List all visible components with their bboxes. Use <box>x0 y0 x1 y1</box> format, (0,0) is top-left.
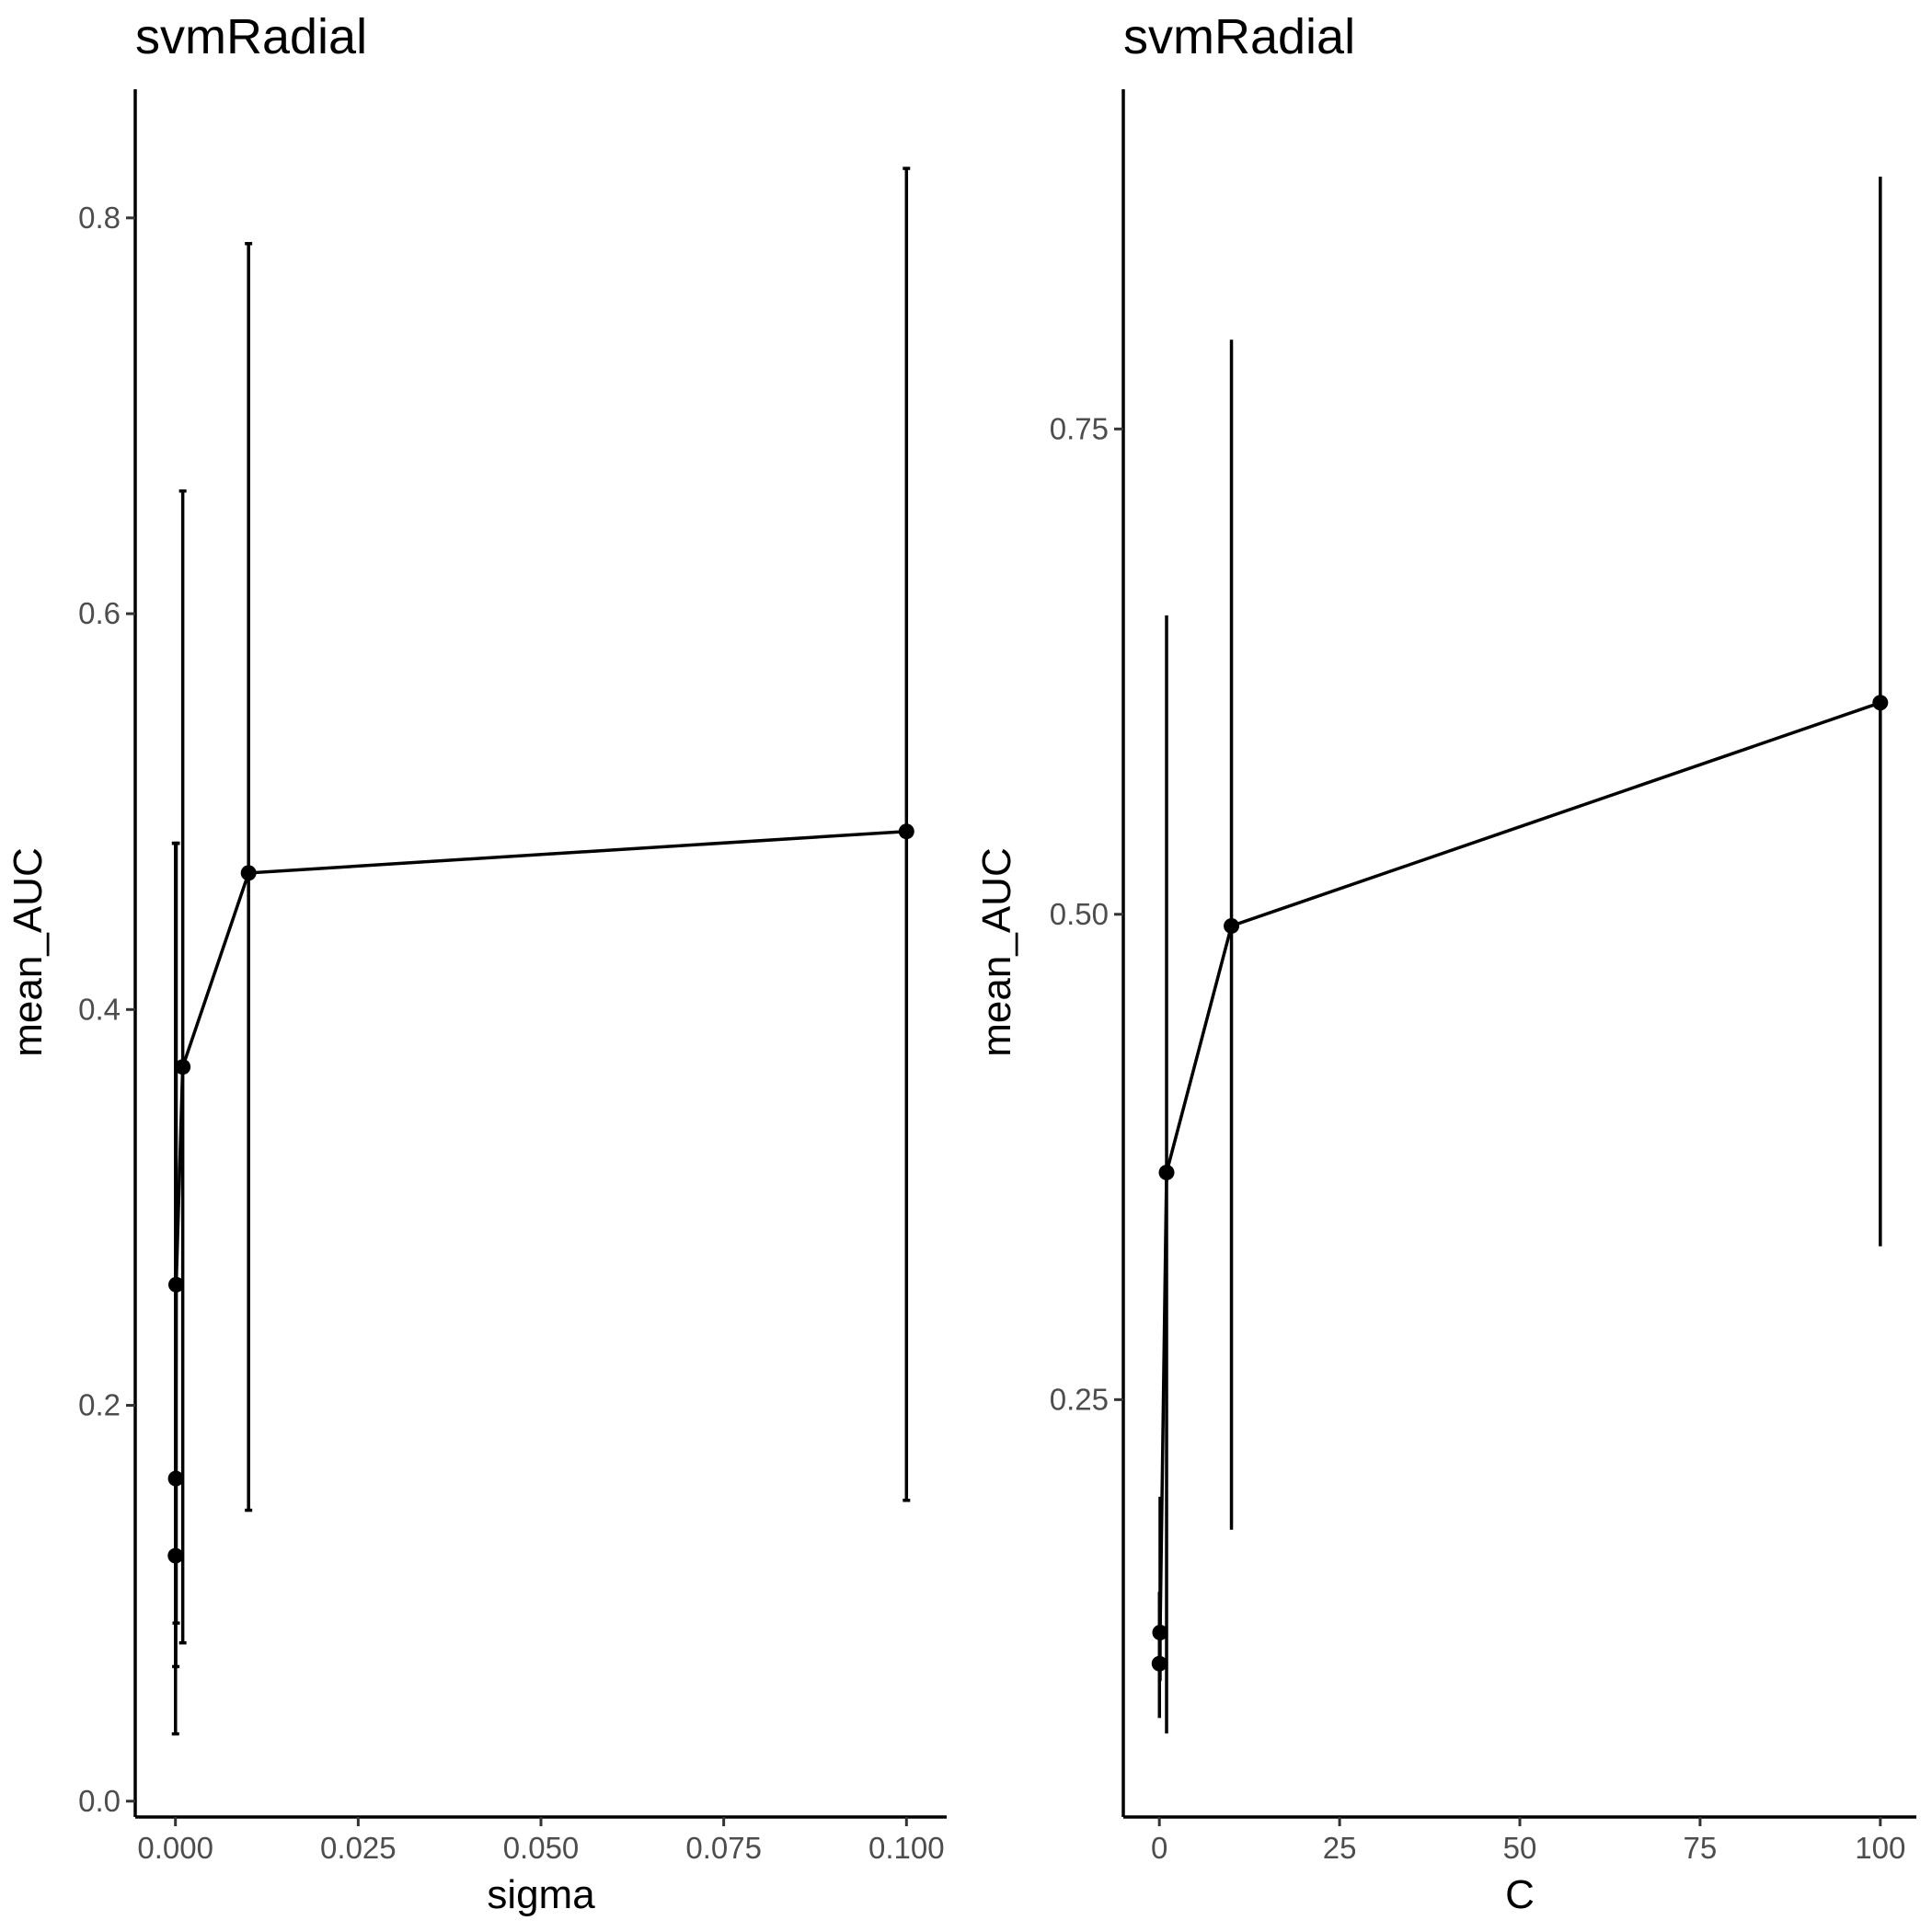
data-point <box>167 1547 184 1564</box>
y-tick-label: 0.75 <box>1050 411 1109 445</box>
y-tick-label: 0.50 <box>1050 897 1109 931</box>
panel-title: svmRadial <box>1123 9 1355 64</box>
x-tick-label: 0.050 <box>503 1831 580 1865</box>
data-point <box>1872 695 1889 711</box>
y-tick-label: 0.4 <box>78 992 121 1026</box>
data-point <box>1151 1655 1167 1672</box>
x-tick-label: 25 <box>1323 1831 1357 1865</box>
y-tick-label: 0.0 <box>78 1784 121 1818</box>
y-axis-title: mean_AUC <box>974 847 1019 1056</box>
data-point <box>175 1059 191 1075</box>
data-point <box>167 1276 184 1293</box>
x-tick-label: 50 <box>1503 1831 1537 1865</box>
y-tick-label: 0.8 <box>78 201 121 235</box>
data-point <box>1224 917 1240 934</box>
data-point <box>1152 1625 1168 1641</box>
x-tick-label: 0.025 <box>320 1831 397 1865</box>
x-axis-title: sigma <box>487 1872 595 1917</box>
x-tick-label: 0.000 <box>137 1831 213 1865</box>
x-axis-title: C <box>1505 1872 1535 1917</box>
data-point <box>1158 1164 1175 1180</box>
y-tick-label: 0.25 <box>1050 1382 1109 1416</box>
mean-auc-line <box>1157 701 1881 1664</box>
x-tick-label: 75 <box>1684 1831 1718 1865</box>
y-axis-title: mean_AUC <box>6 847 51 1056</box>
data-point <box>167 1470 184 1487</box>
mean-auc-line <box>174 829 907 1557</box>
x-tick-label: 100 <box>1855 1831 1905 1865</box>
y-tick-label: 0.6 <box>78 596 121 630</box>
data-point <box>240 865 257 881</box>
x-tick-label: 0.100 <box>868 1831 945 1865</box>
x-tick-label: 0 <box>1151 1831 1167 1865</box>
panel-title: svmRadial <box>135 9 367 64</box>
data-point <box>898 823 914 840</box>
y-tick-label: 0.2 <box>78 1388 121 1422</box>
x-tick-label: 0.075 <box>685 1831 762 1865</box>
left-panel-sigma: svmRadial 0.000 0.025 0.050 0.075 0.100 0.0 0.2… <box>6 9 947 1917</box>
